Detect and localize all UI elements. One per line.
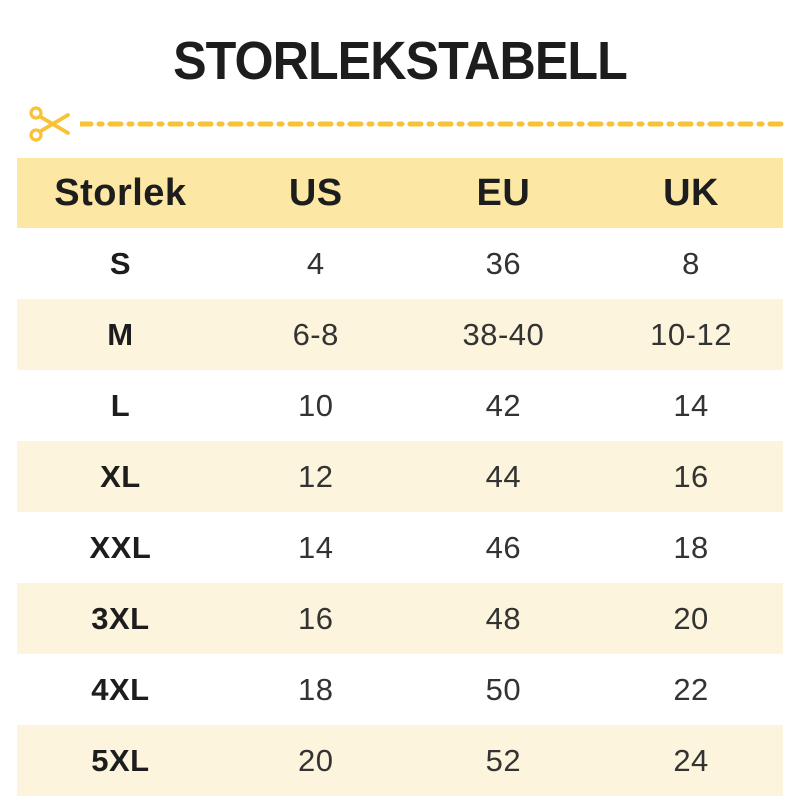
table-row-l: L 10 42 14 — [17, 370, 783, 441]
uk-value-cell: 14 — [673, 387, 709, 423]
eu-value-cell: 48 — [485, 600, 522, 636]
header-cell-us: US — [288, 171, 343, 214]
us-value-cell: 10 — [297, 387, 334, 423]
eu-value-cell: 44 — [485, 458, 522, 494]
uk-value-cell: 22 — [673, 671, 709, 707]
size-cell: XXL — [89, 529, 152, 565]
uk-value-cell: 18 — [673, 529, 709, 565]
eu-value-cell: 38-40 — [462, 316, 545, 352]
size-cell: S — [109, 245, 131, 281]
uk-value-cell: 24 — [673, 742, 709, 778]
table-row-5xl: 5XL 20 52 24 — [17, 725, 783, 796]
us-value-cell: 6-8 — [292, 316, 339, 352]
eu-value-cell: 42 — [485, 387, 522, 423]
us-value-cell: 12 — [297, 458, 334, 494]
header-cell-storlek: Storlek — [54, 171, 187, 214]
size-cell: XL — [100, 458, 141, 494]
us-value-cell: 16 — [297, 600, 334, 636]
page-title: STORLEKSTABELL — [173, 31, 628, 91]
table-row-4xl: 4XL 18 50 22 — [17, 654, 783, 725]
header-cell-eu: EU — [476, 171, 531, 214]
size-table: Storlek US EU UK S 4 36 8 M 6-8 38-40 10… — [17, 158, 783, 796]
table-row-xl: XL 12 44 16 — [17, 441, 783, 512]
size-cell: 5XL — [91, 742, 150, 778]
uk-value-cell: 8 — [682, 245, 700, 281]
table-row-s: S 4 36 8 — [17, 228, 783, 299]
eu-value-cell: 50 — [485, 671, 522, 707]
eu-value-cell: 46 — [485, 529, 522, 565]
us-value-cell: 4 — [306, 245, 325, 281]
size-cell: M — [107, 316, 134, 352]
eu-value-cell: 52 — [485, 742, 522, 778]
cut-line — [28, 102, 786, 146]
table-header-row: Storlek US EU UK — [17, 158, 783, 228]
dashed-cut-line — [80, 121, 786, 127]
size-cell: 4XL — [91, 671, 150, 707]
us-value-cell: 20 — [297, 742, 334, 778]
table-row-3xl: 3XL 16 48 20 — [17, 583, 783, 654]
scissors-icon — [29, 106, 70, 142]
header-cell-uk: UK — [663, 171, 719, 214]
table-row-xxl: XXL 14 46 18 — [17, 512, 783, 583]
uk-value-cell: 10-12 — [650, 316, 732, 352]
us-value-cell: 14 — [297, 529, 334, 565]
size-cell: 3XL — [91, 600, 150, 636]
eu-value-cell: 36 — [485, 245, 522, 281]
uk-value-cell: 20 — [673, 600, 709, 636]
us-value-cell: 18 — [297, 671, 334, 707]
uk-value-cell: 16 — [673, 458, 709, 494]
size-cell: L — [110, 387, 131, 423]
table-row-m: M 6-8 38-40 10-12 — [17, 299, 783, 370]
